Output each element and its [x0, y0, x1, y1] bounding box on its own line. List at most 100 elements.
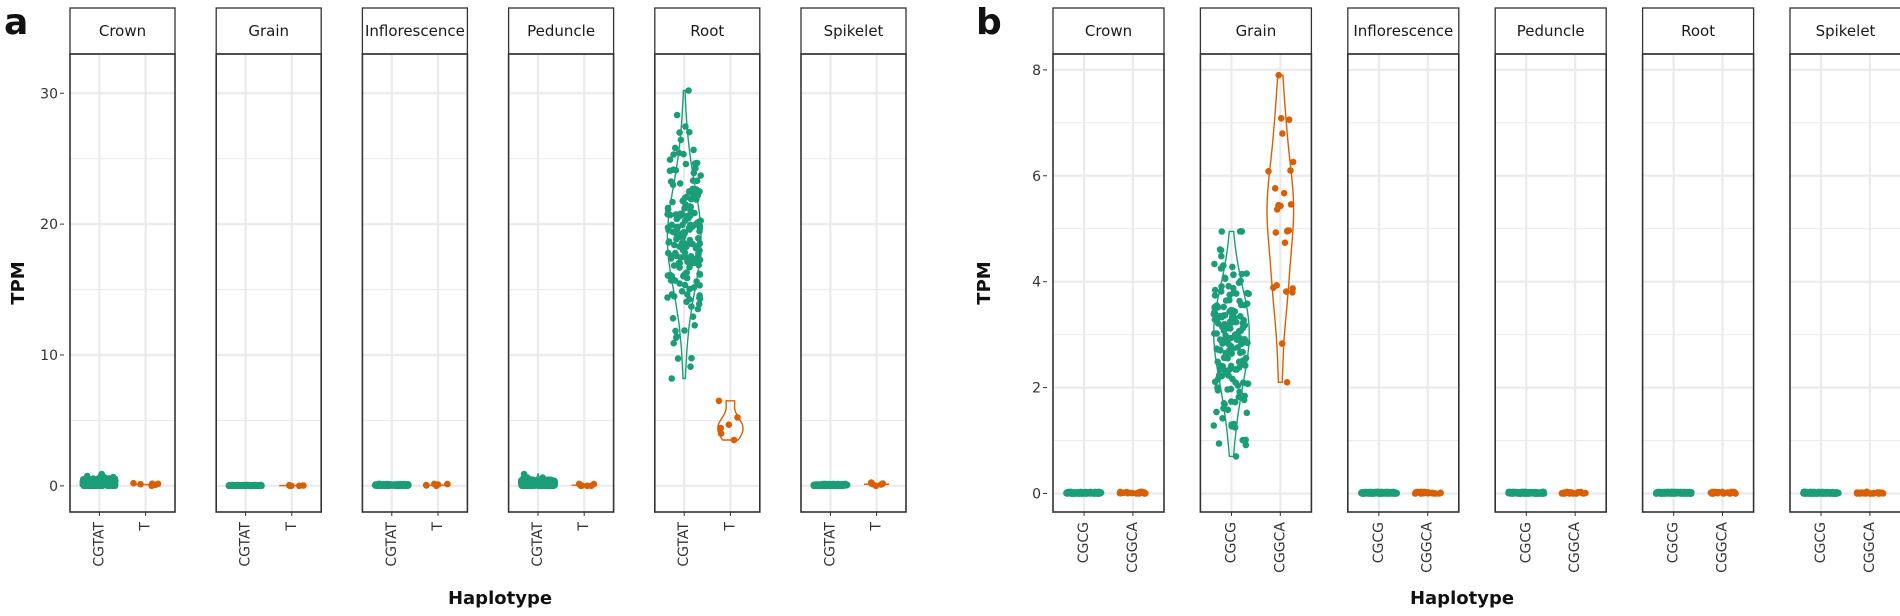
facet-frame	[653, 53, 761, 513]
data-point-T	[877, 481, 885, 488]
data-point-CGCG	[1071, 490, 1078, 497]
data-point-CGCG	[1217, 288, 1225, 295]
facet-frame	[800, 53, 907, 513]
facet-frame	[69, 53, 176, 513]
facet-plot-background	[1790, 54, 1900, 512]
data-point-CGGCA	[1568, 489, 1575, 497]
data-point-CGTAT	[691, 160, 699, 167]
x-tick-label: CGTAT	[530, 522, 546, 567]
data-point-CGTAT	[678, 210, 686, 217]
data-point-CGCG	[1218, 283, 1225, 290]
facet-root: CGTAT T Root	[653, 7, 761, 567]
panel-a-y-axis-title: TPM	[8, 261, 29, 304]
data-point-CGCG	[1231, 398, 1239, 406]
data-point-CGGCA	[1562, 490, 1569, 497]
data-point-CGTAT	[375, 480, 383, 488]
data-point-CGTAT	[696, 240, 704, 247]
data-point-CGGCA	[1280, 189, 1288, 197]
facet-inflorescence: CGTAT T Inflorescence	[361, 7, 469, 567]
data-point-CGTAT	[686, 226, 693, 233]
data-point-T	[868, 480, 875, 487]
data-point-CGTAT	[686, 263, 693, 271]
data-point-CGCG	[1540, 488, 1547, 496]
data-point-CGTAT	[255, 482, 262, 489]
data-point-CGCG	[1524, 489, 1532, 496]
data-point-CGCG	[1218, 372, 1226, 380]
data-point-CGTAT	[697, 172, 704, 179]
data-point-CGCG	[1214, 384, 1221, 391]
data-point-CGCG	[1225, 282, 1232, 290]
data-point-CGCG	[1808, 488, 1815, 496]
data-point-CGCG	[1230, 271, 1237, 279]
x-tick-label: T	[430, 522, 446, 532]
data-point-CGCG	[1534, 489, 1541, 497]
data-point-CGCG	[1232, 366, 1239, 373]
facet-strip-label: Inflorescence	[1353, 22, 1453, 40]
data-point-CGTAT	[669, 315, 677, 322]
data-point-CGGCA	[1273, 282, 1280, 289]
data-point-CGCG	[1221, 275, 1229, 283]
facet-strip	[69, 7, 176, 55]
data-point-CGTAT	[518, 478, 525, 486]
x-tick-label: T	[722, 522, 738, 532]
facet-strip	[800, 7, 907, 55]
data-point-CGCG	[1369, 490, 1376, 497]
data-point-CGTAT	[528, 481, 536, 489]
data-point-T	[715, 397, 723, 405]
data-point-CGCG	[1236, 349, 1244, 357]
data-point-CGTAT	[674, 355, 682, 362]
data-point-T	[717, 424, 724, 432]
x-tick-label: T	[576, 522, 592, 532]
facet-strip	[1347, 7, 1460, 55]
data-point-CGTAT	[696, 295, 704, 303]
data-point-CGCG	[1243, 409, 1251, 417]
x-tick-label: CGGCA	[1862, 522, 1878, 573]
data-point-CGTAT	[696, 271, 704, 278]
data-point-CGCG	[1224, 406, 1232, 414]
panel-a-letter: a	[4, 2, 28, 43]
data-point-CGTAT	[696, 225, 704, 232]
x-tick-label: CGCG	[1813, 522, 1829, 563]
data-point-CGCG	[1830, 490, 1838, 497]
data-point-CGCG	[1235, 393, 1243, 401]
data-point-CGGCA	[1420, 489, 1427, 497]
data-point-CGTAT	[687, 203, 695, 211]
data-point-CGTAT	[403, 482, 411, 489]
data-point-CGTAT	[688, 354, 695, 362]
x-tick-label: T	[284, 522, 300, 532]
data-point-CGCG	[1222, 297, 1230, 304]
data-point-CGTAT	[664, 204, 672, 212]
data-point-CGTAT	[693, 186, 700, 193]
data-point-CGCG	[1219, 415, 1226, 422]
data-point-CGCG	[1219, 363, 1227, 370]
data-point-CGTAT	[693, 278, 700, 285]
data-point-CGCG	[1229, 375, 1236, 383]
x-tick-label: CGGCA	[1420, 522, 1436, 573]
data-point-CGTAT	[694, 305, 702, 313]
data-point-CGCG	[1240, 360, 1247, 367]
data-point-CGCG	[1241, 322, 1249, 329]
data-point-CGCG	[1687, 489, 1695, 497]
x-tick-label: T	[869, 522, 885, 532]
data-point-CGTAT	[106, 477, 114, 484]
data-point-CGTAT	[691, 209, 698, 217]
facet-strip-label: Root	[690, 22, 724, 40]
y-tick-label: 0	[49, 479, 58, 495]
data-point-CGCG	[1234, 344, 1242, 351]
data-point-CGTAT	[672, 211, 680, 218]
data-point-T	[730, 436, 738, 444]
data-point-T	[130, 479, 137, 487]
x-tick-label: CGTAT	[822, 522, 838, 567]
facet-strip-label: Peduncle	[527, 22, 595, 40]
data-point-CGCG	[1230, 420, 1238, 428]
data-point-CGGCA	[1283, 288, 1290, 295]
facet-grain: CGCG CGGCA Grain	[1199, 7, 1313, 573]
data-point-CGTAT	[693, 177, 701, 185]
data-point-CGTAT	[676, 243, 683, 250]
data-point-CGGCA	[1142, 490, 1149, 497]
data-point-T	[295, 482, 303, 490]
y-tick-label: 4	[1032, 275, 1041, 291]
data-point-CGTAT	[543, 478, 550, 485]
data-point-CGTAT	[549, 479, 557, 487]
data-point-CGGCA	[1283, 379, 1291, 386]
